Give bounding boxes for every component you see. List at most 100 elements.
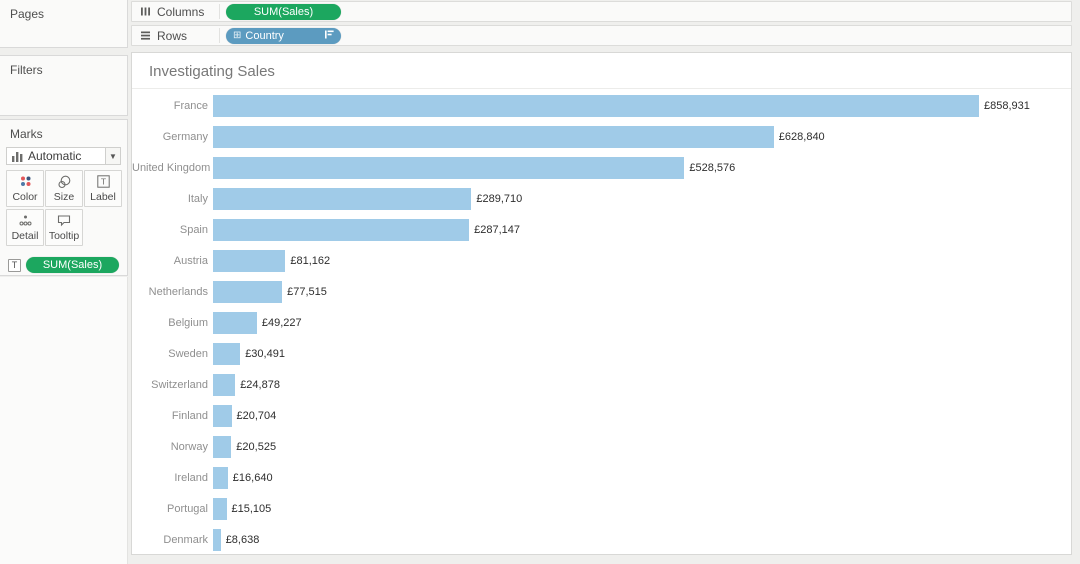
bar[interactable]	[213, 435, 232, 458]
color-button[interactable]: Color	[6, 170, 44, 207]
label-button-label: Label	[90, 190, 116, 203]
value-label: £30,491	[245, 347, 285, 360]
bar-row: Norway £20,525	[132, 431, 1071, 462]
marks-buttons: Color Size T Label	[6, 170, 126, 248]
size-button-label: Size	[53, 190, 75, 203]
color-icon	[19, 175, 32, 189]
bar-row: France £858,931	[132, 90, 1071, 121]
rows-pill[interactable]: ⊞ Country	[226, 27, 341, 44]
category-label[interactable]: Finland	[171, 409, 208, 422]
detail-button[interactable]: Detail	[6, 209, 44, 246]
bar-row: Portugal £15,105	[132, 493, 1071, 524]
tooltip-icon	[57, 214, 71, 228]
size-icon	[57, 175, 71, 189]
bar[interactable]	[213, 342, 241, 365]
bar-row: Italy £289,710	[132, 183, 1071, 214]
category-label[interactable]: Belgium	[168, 316, 208, 329]
shelf-divider	[219, 4, 220, 19]
mark-type-dropdown-arrow[interactable]: ▼	[105, 148, 120, 164]
bar-row: Spain £287,147	[132, 214, 1071, 245]
value-label: £858,931	[984, 99, 1030, 112]
category-label[interactable]: Switzerland	[151, 378, 208, 391]
bar[interactable]	[213, 156, 685, 179]
rows-shelf-label: Rows	[157, 28, 188, 43]
value-label: £77,515	[287, 285, 327, 298]
bar[interactable]	[213, 218, 470, 241]
category-label[interactable]: Sweden	[168, 347, 208, 360]
category-label[interactable]: United Kingdom	[132, 161, 211, 174]
bar[interactable]	[213, 125, 774, 148]
chart-title[interactable]: Investigating Sales	[149, 63, 275, 80]
marks-encoding-pill-label: SUM(Sales)	[42, 259, 103, 271]
value-label: £49,227	[261, 316, 302, 329]
value-label: £24,878	[240, 378, 280, 391]
columns-shelf-label: Columns	[157, 4, 205, 19]
mark-type-current[interactable]: Automatic	[7, 149, 105, 163]
value-label: £287,147	[474, 223, 520, 236]
bar[interactable]	[213, 249, 286, 272]
worksheet-view: Investigating Sales France £858,931 German…	[131, 52, 1072, 555]
detail-icon	[19, 214, 32, 228]
bar-row: Denmark £8,638	[132, 524, 1071, 555]
marks-encoding-row: T SUM(Sales)	[8, 257, 119, 273]
value-label: £20,525	[236, 440, 277, 453]
value-label: £15,105	[231, 502, 272, 515]
category-label[interactable]: Ireland	[174, 471, 208, 484]
category-label[interactable]: Spain	[179, 223, 208, 236]
value-label: £628,840	[778, 130, 825, 143]
rows-icon	[140, 30, 151, 41]
bar[interactable]	[213, 280, 283, 303]
bar-row: Belgium £49,227	[132, 307, 1071, 338]
label-button[interactable]: T Label	[84, 170, 122, 207]
mark-type-dropdown[interactable]: Automatic ▼	[6, 147, 121, 165]
mark-type-value: Automatic	[28, 149, 82, 163]
category-label[interactable]: Austria	[173, 254, 208, 267]
filters-shelf-title: Filters	[10, 63, 43, 77]
category-label[interactable]: Norway	[170, 440, 208, 453]
label-icon: T	[96, 175, 110, 189]
rows-shelf[interactable]: Rows ⊞ Country	[131, 25, 1072, 46]
bar-row: Austria £81,162	[132, 245, 1071, 276]
marks-card-title: Marks	[10, 127, 43, 141]
bar[interactable]	[213, 528, 221, 551]
bar[interactable]	[213, 187, 472, 210]
text-encoding-icon: T	[8, 258, 21, 272]
bar-rows: France £858,931 Germany £628,840 United King…	[132, 90, 1071, 555]
marks-card: Marks Automatic ▼ Color	[0, 119, 128, 276]
bar[interactable]	[213, 373, 236, 396]
bar[interactable]	[213, 497, 227, 520]
columns-pill-label: SUM(Sales)	[253, 5, 314, 18]
bar-row: Switzerland £24,878	[132, 369, 1071, 400]
value-label: £8,638	[225, 533, 260, 546]
tooltip-button[interactable]: Tooltip	[45, 209, 83, 246]
bar-row: Netherlands £77,515	[132, 276, 1071, 307]
shelf-divider	[219, 28, 220, 43]
category-label[interactable]: Portugal	[167, 502, 208, 515]
bar-chart-icon	[12, 149, 23, 163]
tooltip-button-label: Tooltip	[48, 229, 80, 242]
sidebar-empty-area	[0, 277, 128, 564]
value-label: £289,710	[476, 192, 523, 205]
bar[interactable]	[213, 466, 228, 489]
columns-pill[interactable]: SUM(Sales)	[226, 3, 341, 20]
category-label[interactable]: Denmark	[163, 533, 208, 546]
chart-title-row: Investigating Sales	[132, 53, 1071, 89]
value-label: £528,576	[689, 161, 736, 174]
size-button[interactable]: Size	[45, 170, 83, 207]
expand-field-icon: ⊞	[233, 29, 242, 41]
columns-icon	[140, 6, 151, 17]
category-label[interactable]: France	[173, 99, 208, 112]
columns-shelf[interactable]: Columns SUM(Sales)	[131, 1, 1072, 22]
bar-row: United Kingdom £528,576	[132, 152, 1071, 183]
pages-shelf-title: Pages	[10, 7, 45, 21]
bar[interactable]	[213, 404, 232, 427]
bar[interactable]	[213, 94, 979, 117]
category-label[interactable]: Netherlands	[148, 285, 208, 298]
filters-shelf[interactable]: Filters	[0, 55, 128, 116]
category-label[interactable]: Italy	[187, 192, 208, 205]
category-label[interactable]: Germany	[162, 130, 208, 143]
bar[interactable]	[213, 311, 257, 334]
marks-encoding-pill[interactable]: SUM(Sales)	[26, 257, 119, 273]
detail-button-label: Detail	[11, 229, 39, 242]
pages-shelf[interactable]: Pages	[0, 0, 128, 48]
